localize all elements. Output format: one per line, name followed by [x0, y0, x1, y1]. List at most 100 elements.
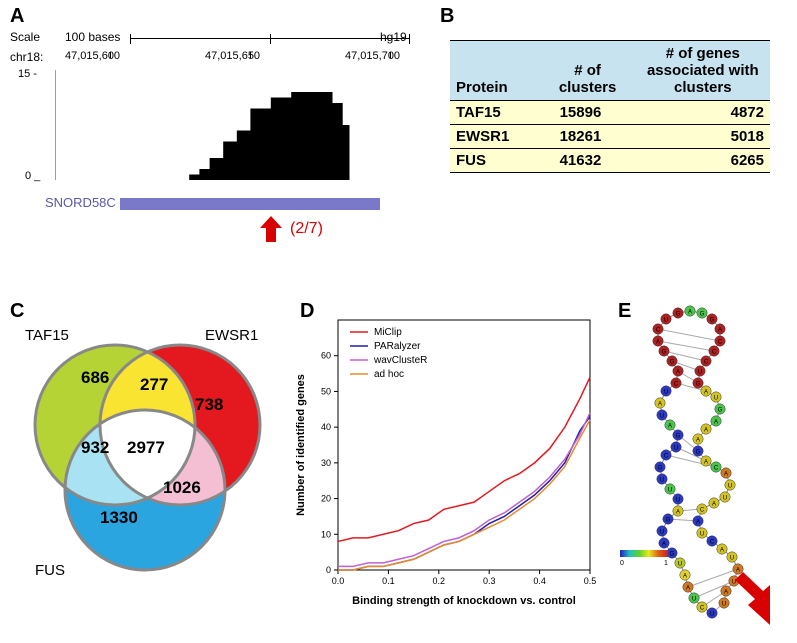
- svg-text:U: U: [678, 562, 682, 568]
- svg-text:A: A: [696, 520, 700, 526]
- svg-text:U: U: [660, 478, 664, 484]
- svg-text:A: A: [676, 370, 680, 376]
- svg-text:1: 1: [664, 560, 668, 567]
- svg-text:A: A: [656, 340, 660, 346]
- svg-text:A: A: [686, 586, 690, 592]
- panel-c-venn: TAF15 EWSR1 FUS 686 277 738 932 2977 1026 1330: [5, 305, 280, 605]
- svg-text:U: U: [692, 597, 696, 603]
- col-header-protein: Protein: [450, 41, 540, 101]
- svg-text:U: U: [664, 390, 668, 396]
- svg-text:932: 932: [81, 438, 109, 457]
- svg-text:U: U: [674, 446, 678, 452]
- svg-text:C: C: [718, 340, 723, 346]
- svg-text:G: G: [670, 552, 675, 558]
- svg-text:G: G: [700, 312, 705, 318]
- svg-text:U: U: [664, 318, 668, 324]
- svg-text:0.1: 0.1: [382, 576, 395, 586]
- svg-text:1026: 1026: [163, 478, 201, 497]
- svg-text:G: G: [662, 350, 667, 356]
- svg-text:G: G: [676, 312, 681, 318]
- svg-text:277: 277: [140, 375, 168, 394]
- svg-text:U: U: [722, 602, 726, 608]
- svg-text:1330: 1330: [100, 508, 138, 527]
- svg-text:A: A: [704, 460, 708, 466]
- svg-text:PARalyzer: PARalyzer: [374, 341, 421, 352]
- svg-text:A: A: [683, 574, 687, 580]
- svg-text:0: 0: [620, 560, 624, 567]
- svg-text:ad hoc: ad hoc: [374, 369, 404, 380]
- svg-text:MiClip: MiClip: [374, 327, 402, 338]
- svg-text:G: G: [658, 466, 663, 472]
- svg-text:A: A: [704, 428, 708, 434]
- svg-text:2977: 2977: [127, 438, 165, 457]
- cell-protein: FUS: [450, 149, 540, 173]
- chart-svg: 0.00.10.20.30.40.50102030405060Binding s…: [290, 310, 600, 610]
- svg-text:U: U: [700, 532, 704, 538]
- panel-b-label: B: [440, 5, 454, 28]
- svg-text:FUS: FUS: [35, 562, 65, 579]
- svg-text:A: A: [714, 420, 718, 426]
- svg-text:C: C: [704, 360, 709, 366]
- panel-b-table: Protein # of clusters # of genes associa…: [450, 40, 770, 173]
- svg-text:738: 738: [195, 395, 223, 414]
- svg-text:A: A: [704, 390, 708, 396]
- svg-text:wavClusteR: wavClusteR: [373, 355, 427, 366]
- svg-text:0.0: 0.0: [332, 576, 345, 586]
- svg-text:A: A: [736, 568, 740, 574]
- venn-svg: TAF15 EWSR1 FUS 686 277 738 932 2977 1026 1330: [5, 325, 280, 605]
- svg-text:A: A: [688, 310, 692, 316]
- svg-text:40: 40: [321, 422, 331, 432]
- yaxis-max: 15 -: [18, 68, 37, 80]
- yaxis-max-text: 15: [18, 68, 30, 80]
- svg-text:G: G: [670, 360, 675, 366]
- col-header-clusters: # of clusters: [540, 41, 636, 101]
- svg-text:0.4: 0.4: [533, 576, 546, 586]
- svg-text:A: A: [724, 590, 728, 596]
- rna-svg: UCUAAUGAUGAUUUGCUGAUAUCAGGACUGAGGACCCUGA…: [620, 295, 780, 635]
- svg-text:U: U: [723, 496, 727, 502]
- svg-text:A: A: [676, 510, 680, 516]
- red-arrow-text: (2/7): [290, 220, 323, 238]
- svg-text:G: G: [676, 434, 681, 440]
- svg-text:A: A: [668, 424, 672, 430]
- scale-label: Scale: [10, 30, 40, 44]
- table-row: TAF15 15896 4872: [450, 101, 770, 125]
- yaxis-line: [55, 70, 56, 180]
- svg-text:TAF15: TAF15: [25, 327, 69, 344]
- svg-text:EWSR1: EWSR1: [205, 327, 258, 344]
- chrom-tick-label-0: 47,015,600: [65, 50, 120, 62]
- svg-text:C: C: [656, 328, 661, 334]
- coverage-track: [60, 70, 420, 185]
- svg-text:U: U: [714, 396, 718, 402]
- cell-clusters: 41632: [540, 149, 636, 173]
- svg-text:A: A: [662, 542, 666, 548]
- svg-text:C: C: [700, 508, 705, 514]
- svg-text:U: U: [728, 484, 732, 490]
- scale-bar: [130, 38, 410, 48]
- cell-clusters: 15896: [540, 101, 636, 125]
- gene-name: SNORD58C: [45, 195, 116, 210]
- svg-text:20: 20: [321, 494, 331, 504]
- gene-bar: [120, 198, 380, 210]
- svg-text:U: U: [698, 370, 702, 376]
- svg-text:G: G: [718, 408, 723, 414]
- svg-text:Binding strength of knockdown: Binding strength of knockdown vs. contro…: [352, 595, 576, 607]
- table-header-row: Protein # of clusters # of genes associa…: [450, 41, 770, 101]
- cell-genes: 4872: [636, 101, 770, 125]
- svg-text:G: G: [666, 518, 671, 524]
- col-header-genes: # of genes associated with clusters: [636, 41, 770, 101]
- chrom-label: chr18:: [10, 50, 43, 64]
- cell-genes: 6265: [636, 149, 770, 173]
- svg-text:60: 60: [321, 351, 331, 361]
- yaxis-min: 0 _: [25, 170, 40, 182]
- svg-text:Number of identified genes: Number of identified genes: [295, 374, 307, 516]
- data-table: Protein # of clusters # of genes associa…: [450, 40, 770, 173]
- svg-text:0.3: 0.3: [483, 576, 496, 586]
- svg-text:0: 0: [326, 565, 331, 575]
- svg-text:686: 686: [81, 368, 109, 387]
- panel-d-chart: 0.00.10.20.30.40.50102030405060Binding s…: [290, 310, 600, 610]
- cell-protein: EWSR1: [450, 125, 540, 149]
- table-row: EWSR1 18261 5018: [450, 125, 770, 149]
- assembly-label: hg19: [380, 30, 407, 44]
- cell-protein: TAF15: [450, 101, 540, 125]
